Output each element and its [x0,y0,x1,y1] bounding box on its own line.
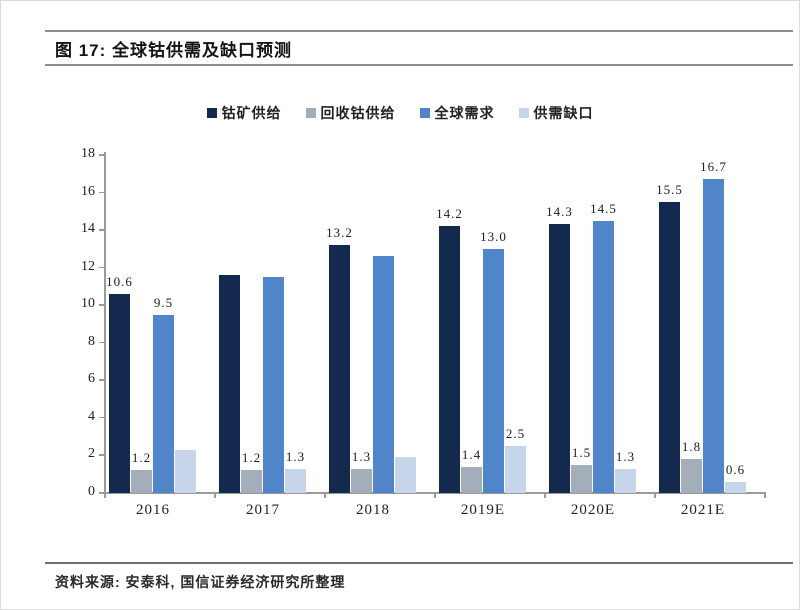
bar-value-label: 2.5 [505,426,526,442]
x-tickmark [104,493,106,498]
bar-value-label: 13.2 [326,225,353,241]
bar [571,464,592,493]
x-tickmark [214,493,216,498]
bar [153,314,174,493]
gap-swatch-icon [518,108,529,118]
x-axis-category-label: 2018 [356,502,390,518]
bar [373,256,394,493]
bar [593,220,614,493]
y-tickmark [99,266,105,269]
legend-label: 回收钴供给 [320,105,396,121]
x-axis-category-label: 2021E [680,502,726,518]
x-axis-category-label: 2020E [570,502,616,518]
bar [505,446,526,493]
source-note: 资料来源: 安泰科, 国信证券经济研究所整理 [55,574,346,590]
bar [725,481,746,493]
legend-label: 钴矿供给 [221,105,282,121]
bar-value-label: 14.2 [436,206,463,222]
bar-value-label: 1.2 [241,450,262,466]
figure-title: 图 17: 全球钴供需及缺口预测 [55,41,293,60]
legend-label: 全球需求 [434,105,495,121]
bar-value-label: 1.4 [461,446,482,462]
bar [395,457,416,493]
y-axis-tick-label: 12 [81,258,95,274]
x-tickmark [434,493,436,498]
bar [175,449,196,493]
y-axis-tick-label: 6 [88,371,95,387]
bar [285,468,306,493]
bar-value-label: 14.5 [590,200,617,216]
bar-value-label: 1.3 [615,448,636,464]
bar [681,459,702,493]
bar-value-label: 1.3 [351,448,372,464]
bar [461,466,482,493]
x-tickmark [544,493,546,498]
y-tickmark [99,304,105,306]
legend-item-global-demand: 全球需求 [419,103,495,123]
bar [241,470,262,493]
y-tickmark [99,341,105,344]
y-tickmark [99,492,105,494]
bar [549,224,570,493]
bar [703,179,724,493]
bar-value-label: 1.5 [571,444,592,460]
y-axis-line [104,152,106,494]
y-axis-tick-label: 18 [81,146,95,161]
bar [263,277,284,493]
bar-value-label: 14.3 [546,204,573,220]
x-axis-category-label: 2016 [136,502,170,518]
y-axis-tick-label: 2 [88,446,95,462]
y-tickmark [99,191,105,194]
recycled-supply-swatch-icon [305,108,316,118]
bar [615,468,636,493]
bar-value-label: 10.6 [106,273,133,289]
y-tickmark [99,379,105,381]
x-tickmark [324,493,326,498]
bar-value-label: 0.6 [725,461,746,477]
bar-value-label: 1.2 [131,450,152,466]
title-divider [45,64,793,66]
y-tickmark [99,454,105,456]
x-axis-category-label: 2019E [460,502,506,518]
y-axis-tick-label: 10 [81,296,95,312]
y-tickmark [99,154,105,156]
y-axis-tick-label: 4 [88,408,95,424]
bar [659,201,680,493]
bar-value-label: 1.8 [681,439,702,455]
x-tickmark [764,493,766,498]
bar-value-label: 13.0 [480,228,507,244]
global-demand-swatch-icon [419,108,430,118]
x-axis-category-label: 2017 [246,502,280,518]
legend-item-ore-supply: 钴矿供给 [206,103,282,123]
bar [219,275,240,493]
bar-value-label: 15.5 [656,181,683,197]
bar [483,248,504,493]
source-divider [45,562,793,564]
ore-supply-swatch-icon [206,108,217,118]
y-axis-tick-label: 14 [81,221,95,237]
y-axis-tick-label: 16 [81,183,95,199]
bar [131,470,152,493]
y-tickmark [99,229,105,231]
bar-value-label: 9.5 [153,294,174,310]
y-axis-tick-label: 8 [88,333,95,349]
y-axis-tick-label: 0 [88,484,95,499]
bar [351,468,372,493]
top-divider [45,30,793,32]
x-tickmark [654,493,656,498]
legend-item-gap: 供需缺口 [518,103,594,123]
chart-legend: 钴矿供给 回收钴供给 全球需求 供需缺口 [0,103,800,123]
y-tickmark [99,416,105,419]
legend-item-recycled-supply: 回收钴供给 [305,103,396,123]
bar-value-label: 16.7 [700,159,727,175]
bar [329,245,350,493]
legend-label: 供需缺口 [533,105,594,121]
bar [109,293,130,493]
bar [439,226,460,493]
bar-value-label: 1.3 [285,448,306,464]
